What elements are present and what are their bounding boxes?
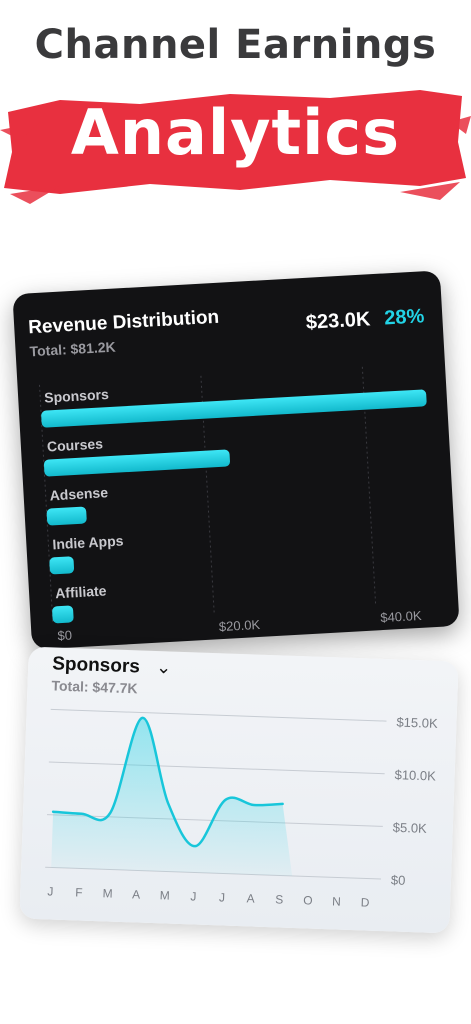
y-tick-label: $5.0K [393,820,428,836]
y-tick-label: $0 [391,872,406,887]
bar-label: Adsense [49,484,108,503]
revenue-bar-chart: Sponsors Courses Adsense Indie Apps Affiliat… [38,366,427,643]
bar-label: Affiliate [55,582,107,601]
bar [49,556,75,575]
hero-title: Analytics [70,96,401,169]
revenue-distribution-card[interactable]: Revenue Distribution Total: $81.2K $23.0… [12,270,460,650]
sponsors-card[interactable]: Sponsors ⌄ Total: $47.7K $15.0K $10.0K $5.… [19,646,459,934]
bar [52,605,74,624]
x-tick-label: N [332,894,341,908]
series-area [51,717,293,876]
x-tick-label: $0 [57,627,72,643]
x-tick-label: $20.0K [219,617,261,634]
x-tick-label: J [219,890,225,904]
x-tick-label: J [190,889,196,903]
bar-label: Indie Apps [52,532,124,552]
headline: Channel Earnings [34,22,437,68]
sponsors-area-chart: $15.0K $10.0K $5.0K $0 J F M A M J J A S O N D [45,708,438,910]
x-tick-label: S [275,892,283,906]
series-line [51,716,284,848]
x-tick-label: A [132,887,140,901]
x-tick-label: D [361,895,370,909]
bar [43,449,230,477]
x-tick-label: F [75,885,83,899]
x-tick-label: M [160,888,170,902]
gridline [48,761,385,775]
gridline [50,708,387,722]
bar [46,506,87,526]
y-tick-label: $10.0K [394,767,436,783]
x-tick-label: O [303,893,313,907]
brush-stroke-banner [0,90,471,204]
x-tick-label: M [102,886,112,900]
x-tick-label: J [47,884,53,898]
bar [41,389,427,428]
bar-label: Sponsors [44,386,110,406]
bar-label: Courses [47,435,104,454]
x-tick-label: A [246,891,254,905]
y-tick-label: $15.0K [396,714,438,730]
x-tick-label: $40.0K [380,608,422,625]
